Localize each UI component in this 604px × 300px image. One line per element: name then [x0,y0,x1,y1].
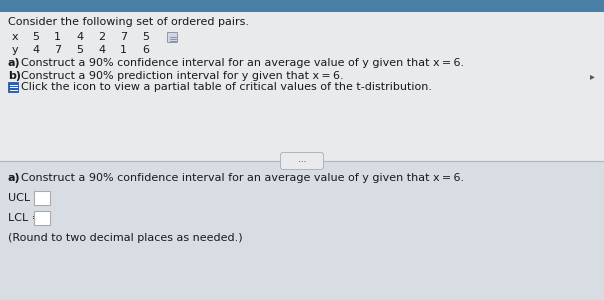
Text: x: x [12,32,19,42]
Bar [0,162,604,300]
FancyBboxPatch shape [8,82,18,92]
Text: Construct a 90% confidence interval for an average value of y given that x = 6.: Construct a 90% confidence interval for … [21,173,464,183]
Text: 6: 6 [142,45,149,55]
Text: 7: 7 [54,45,61,55]
FancyBboxPatch shape [167,32,178,43]
Text: a): a) [8,173,21,183]
Bar [0,0,604,12]
Text: 5: 5 [142,32,149,42]
Text: Construct a 90% prediction interval for y given that x = 6.: Construct a 90% prediction interval for … [21,71,344,81]
Text: ▸: ▸ [590,71,595,81]
Text: 4: 4 [76,32,83,42]
Text: 5: 5 [76,45,83,55]
FancyBboxPatch shape [280,152,324,170]
Text: (Round to two decimal places as needed.): (Round to two decimal places as needed.) [8,233,243,243]
Text: 1: 1 [120,45,127,55]
Text: Click the icon to view a partial table of critical values of the t-distribution.: Click the icon to view a partial table o… [21,82,432,92]
Text: Consider the following set of ordered pairs.: Consider the following set of ordered pa… [8,17,249,27]
Text: UCL =: UCL = [8,193,47,203]
Text: 4: 4 [98,45,105,55]
Text: a): a) [8,58,21,68]
Text: LCL =: LCL = [8,213,45,223]
Text: 5: 5 [32,32,39,42]
FancyBboxPatch shape [34,191,50,205]
Text: 7: 7 [120,32,127,42]
Text: Construct a 90% confidence interval for an average value of y given that x = 6.: Construct a 90% confidence interval for … [21,58,464,68]
Text: b): b) [8,71,21,81]
Text: 2: 2 [98,32,105,42]
Text: y: y [12,45,19,55]
Text: 4: 4 [32,45,39,55]
Text: ⋯: ⋯ [298,157,306,166]
FancyBboxPatch shape [34,211,50,225]
Text: 1: 1 [54,32,61,42]
